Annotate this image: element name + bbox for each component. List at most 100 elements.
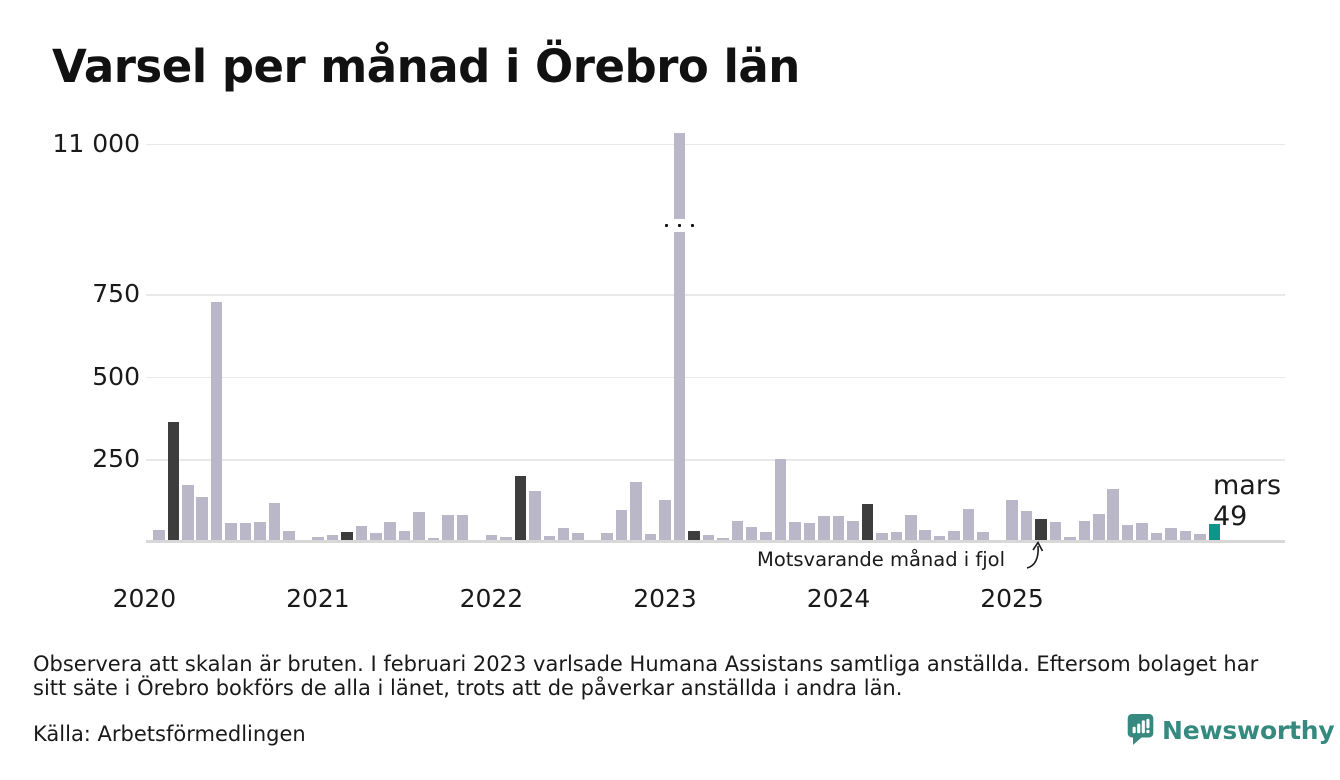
chart-bar (543, 535, 556, 540)
chart-bar (153, 530, 165, 540)
chart-bar (745, 526, 758, 540)
chart-bar (717, 537, 729, 540)
footnote-line1: Observera att skalan är bruten. I februa… (33, 652, 1259, 676)
chart-bar (1121, 525, 1134, 540)
chart-bar (384, 521, 396, 540)
x-year-label: 2024 (806, 584, 871, 613)
chart-bar (1078, 520, 1091, 540)
broken-bar-bottom (673, 232, 686, 540)
chart-bar (529, 491, 541, 540)
y-tick-label: 750 (92, 279, 140, 308)
newsworthy-logo-text: Newsworthy (1162, 715, 1335, 745)
chart-bar-latest (1208, 523, 1221, 540)
chart-bar (210, 302, 223, 540)
gridline-11000 (146, 143, 1285, 145)
chart-bar (1179, 530, 1192, 540)
curved-arrow-up-icon (1026, 540, 1044, 569)
y-tick-label: 11 000 (52, 128, 140, 158)
footnote: Observera att skalan är bruten. I februa… (33, 652, 1259, 700)
axis-break-dot (677, 224, 681, 227)
chart-bar (803, 522, 816, 540)
chart-bar (1064, 537, 1076, 540)
chart-bar (370, 533, 382, 540)
chart-bar (1006, 499, 1018, 540)
chart-bar (933, 535, 946, 540)
chart-bar (1136, 522, 1148, 540)
chart-bar (1165, 528, 1177, 540)
chart-bar-march-marker (688, 531, 700, 540)
chart-bar (1093, 514, 1105, 540)
chart-bar (774, 458, 787, 540)
chart-bar (789, 522, 801, 540)
footnote-line2: sitt säte i Örebro bokförs de alla i län… (33, 675, 903, 700)
chart-bar (239, 522, 252, 540)
y-tick-label: 250 (92, 444, 140, 473)
chart-bar (1049, 521, 1062, 540)
chart-bar (225, 522, 237, 540)
newsworthy-logo: Newsworthy (1127, 714, 1335, 746)
chart-bar (731, 521, 744, 540)
chart-bar (919, 530, 931, 540)
chart-bar (644, 534, 657, 540)
broken-bar-top (673, 133, 686, 219)
chart-bar (572, 533, 584, 540)
chart-bar (1194, 534, 1206, 540)
chart-bar (1107, 488, 1119, 540)
chart-bar (615, 510, 628, 540)
chart-bar (630, 481, 642, 540)
bar-chart-bubble-icon (1127, 714, 1154, 745)
x-year-label: 2021 (286, 584, 350, 613)
chart-bar (456, 515, 469, 540)
chart-bar (254, 521, 266, 540)
annotation-same-month-last-year: Motsvarande månad i fjol (757, 548, 1006, 571)
chart-bar (196, 497, 208, 540)
gridline-750 (146, 294, 1285, 296)
chart-bar (326, 535, 339, 540)
chart-bar (847, 520, 859, 540)
page-title: Varsel per månad i Örebro län (52, 40, 800, 93)
x-year-label: 2023 (633, 584, 697, 613)
chart-bar-march-marker (514, 475, 527, 540)
chart-bar-march-marker (861, 503, 874, 540)
x-axis-baseline (146, 540, 1285, 543)
chart-bar (398, 530, 411, 540)
chart-bar-march-marker (167, 421, 180, 540)
chart-bar (413, 511, 425, 540)
chart-bar (1020, 510, 1033, 540)
chart-bar (268, 502, 281, 540)
chart-bar (312, 536, 324, 540)
chart-bar (557, 528, 570, 540)
chart-bar (427, 538, 440, 540)
chart-bar (977, 531, 989, 540)
latest-value-label: mars 49 (1213, 470, 1281, 532)
axis-break-dot (691, 224, 695, 227)
chart-bar (485, 535, 498, 540)
latest-value: 49 (1213, 501, 1248, 532)
chart-bar (500, 536, 512, 540)
chart-bar (283, 530, 295, 540)
chart-bar (659, 500, 671, 540)
chart-bar (182, 484, 194, 540)
x-year-label: 2022 (459, 584, 524, 613)
chart-bar (442, 515, 454, 540)
chart-bar-march-marker (341, 531, 353, 540)
chart-bar (702, 534, 715, 540)
chart-bar (876, 532, 888, 540)
chart-bar (948, 530, 960, 540)
gridline-500 (146, 376, 1285, 378)
chart-bar (905, 514, 917, 540)
latest-month-label: mars (1213, 470, 1282, 501)
x-year-label: 2025 (980, 584, 1044, 613)
chart-bar (890, 531, 903, 540)
chart-bar (355, 525, 368, 540)
axis-break-dot (664, 224, 668, 227)
chart-bar (962, 508, 975, 540)
chart-bar (601, 532, 613, 540)
chart-bar (1150, 533, 1163, 540)
gridline-250 (146, 459, 1285, 461)
x-year-label: 2020 (112, 584, 177, 613)
y-tick-label: 500 (92, 361, 140, 391)
chart-bar (760, 532, 772, 540)
chart-bar-march-marker (1035, 518, 1047, 540)
